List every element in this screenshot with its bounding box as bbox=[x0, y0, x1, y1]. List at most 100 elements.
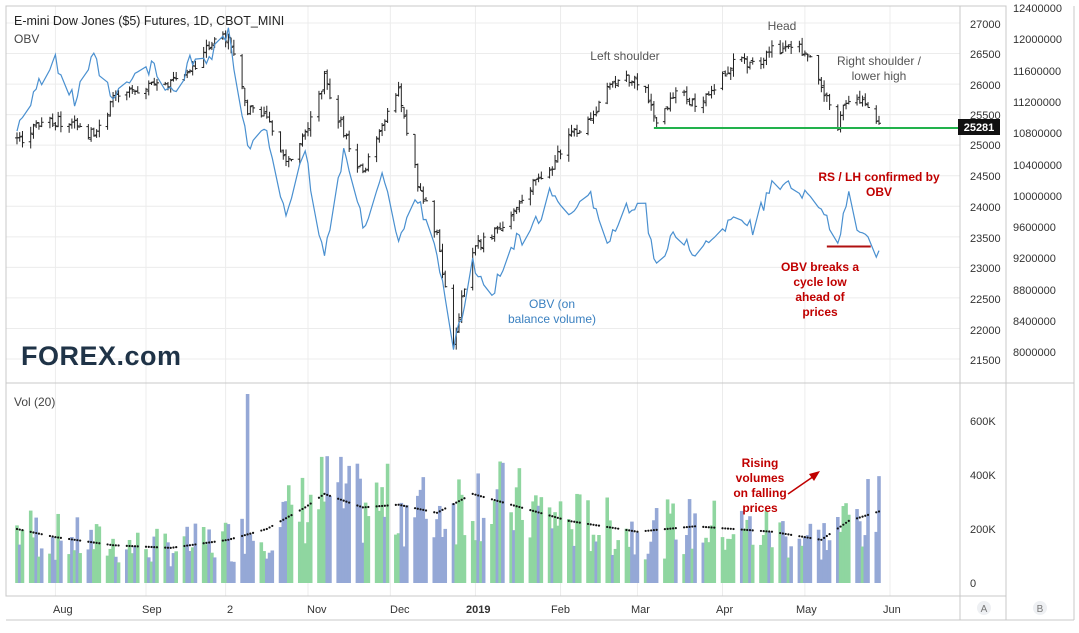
volume-bar bbox=[59, 540, 63, 583]
volume-bar bbox=[286, 485, 291, 583]
volume-bar bbox=[336, 482, 340, 583]
volume-bar bbox=[339, 456, 343, 583]
price-bar bbox=[646, 84, 651, 104]
volume-ma-point bbox=[394, 503, 397, 507]
volume-ma-point bbox=[825, 534, 828, 538]
price-bar bbox=[91, 127, 96, 137]
price-bar bbox=[517, 200, 522, 213]
volume-ma-point bbox=[617, 527, 620, 530]
obv-tick: 8000000 bbox=[1013, 347, 1056, 359]
volume-ma-point bbox=[691, 525, 694, 528]
price-bar bbox=[586, 116, 590, 136]
price-bar bbox=[344, 133, 349, 140]
volume-ma-point bbox=[416, 507, 419, 510]
volume-bar bbox=[476, 473, 480, 583]
volume-ma-point bbox=[479, 495, 483, 498]
volume-ma-point bbox=[136, 545, 139, 548]
volume-ma-point bbox=[364, 506, 367, 509]
volume-bar bbox=[553, 512, 557, 583]
volume-ma-point bbox=[817, 538, 820, 541]
price-bar bbox=[536, 173, 541, 183]
volume-bar bbox=[512, 530, 516, 583]
price-bar bbox=[476, 235, 481, 249]
volume-ma-point bbox=[155, 546, 159, 549]
volume-ma-point bbox=[345, 500, 348, 503]
volume-ma-point bbox=[844, 521, 848, 524]
volume-ma-point bbox=[713, 526, 716, 529]
volume-bar bbox=[402, 546, 406, 583]
volume-ma-point bbox=[183, 544, 186, 548]
volume-ma-point bbox=[770, 530, 774, 533]
volume-ma-point bbox=[647, 529, 650, 532]
volume-bar bbox=[188, 551, 192, 583]
price-bar bbox=[17, 132, 22, 142]
volume-bar bbox=[800, 545, 804, 583]
svg-text:OBV (on: OBV (on bbox=[529, 297, 575, 311]
axis-button-a[interactable]: A bbox=[977, 601, 991, 615]
axis-button-b[interactable]: B bbox=[1033, 601, 1047, 615]
volume-ma-point bbox=[317, 496, 321, 499]
price-bar bbox=[231, 39, 236, 56]
price-bar bbox=[690, 98, 695, 107]
volume-ma-point bbox=[633, 530, 636, 533]
volume-bar bbox=[462, 535, 467, 583]
annotation-rising-volumes: Rising volumes on falling prices bbox=[733, 456, 786, 515]
price-bar bbox=[723, 70, 728, 77]
volume-ma-point bbox=[710, 526, 713, 529]
price-bar bbox=[662, 108, 667, 125]
volume-ma-point bbox=[279, 520, 282, 523]
volume-ma-point bbox=[866, 513, 870, 516]
annotation-obv-label: OBV (on balance volume) bbox=[508, 297, 596, 326]
volume-ma-point bbox=[29, 530, 32, 533]
volume-ma-point bbox=[435, 511, 439, 514]
volume-ma-point bbox=[402, 504, 406, 507]
volume-ma-point bbox=[573, 520, 576, 523]
volume-ma-point bbox=[342, 499, 345, 502]
volume-ma-point bbox=[540, 512, 543, 515]
volume-ma-point bbox=[356, 504, 359, 507]
volume-bar bbox=[454, 544, 459, 583]
price-bar bbox=[251, 105, 256, 113]
volume-ma-point bbox=[630, 529, 634, 532]
volume-ma-point bbox=[227, 538, 230, 541]
price-bar bbox=[860, 95, 865, 107]
price-bar bbox=[127, 86, 132, 98]
price-bar bbox=[684, 86, 689, 105]
volume-bar bbox=[556, 525, 560, 583]
price-bar bbox=[704, 93, 709, 107]
price-tick: 24500 bbox=[970, 171, 1001, 183]
price-bar bbox=[28, 126, 33, 149]
price-bar bbox=[380, 122, 385, 137]
volume-ma-point bbox=[477, 494, 480, 497]
price-bar bbox=[105, 112, 110, 130]
price-tick: 22500 bbox=[970, 294, 1001, 306]
volume-bar bbox=[805, 535, 810, 583]
volume-ma-point bbox=[109, 543, 112, 546]
price-bar bbox=[489, 234, 494, 240]
volume-bar bbox=[838, 531, 843, 583]
volume-bar bbox=[479, 541, 483, 583]
volume-bar bbox=[421, 477, 426, 583]
volume-bar bbox=[558, 501, 563, 583]
volume-bar bbox=[690, 548, 695, 583]
volume-bar bbox=[786, 557, 791, 583]
volume-ma-point bbox=[70, 538, 73, 541]
volume-ma-point bbox=[666, 527, 669, 530]
volume-bar bbox=[627, 546, 631, 583]
volume-bar bbox=[652, 520, 656, 583]
price-bar bbox=[520, 194, 525, 204]
volume-ma-point bbox=[625, 528, 628, 532]
svg-text:Rising: Rising bbox=[742, 456, 779, 470]
price-bar bbox=[846, 95, 851, 105]
volume-bar bbox=[259, 542, 264, 583]
price-bar bbox=[355, 143, 360, 173]
volume-bar bbox=[866, 479, 870, 583]
volume-bar bbox=[819, 559, 824, 583]
volume-bar bbox=[413, 517, 417, 583]
volume-ma-point bbox=[144, 545, 148, 548]
volume-bar bbox=[836, 517, 840, 583]
volume-bar bbox=[767, 531, 771, 583]
volume-ma-point bbox=[636, 530, 639, 533]
volume-ma-point bbox=[724, 527, 727, 530]
